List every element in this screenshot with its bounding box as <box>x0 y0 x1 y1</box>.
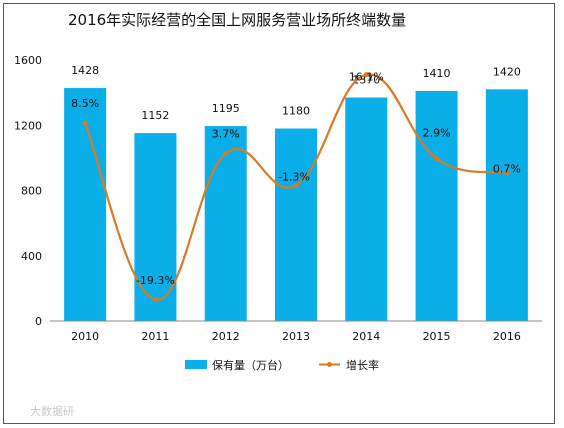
growth-rate-label: 8.5% <box>71 97 99 110</box>
growth-point-2014 <box>363 72 369 78</box>
growth-rate-label: 3.7% <box>212 128 240 141</box>
growth-rate-label: 0.7% <box>493 163 521 176</box>
bar-2013 <box>275 128 317 321</box>
growth-rate-label: -19.3% <box>136 274 175 287</box>
bar-value-label: 1195 <box>212 102 240 115</box>
y-tick-label: 800 <box>21 185 42 198</box>
bar-2015 <box>415 90 458 322</box>
x-axis: 2010 2011 2012 2013 2014 2015 2016 <box>50 320 542 343</box>
growth-point-2016 <box>504 170 510 176</box>
legend-label-bar: 保有量（万台） <box>212 358 289 372</box>
growth-point-2011 <box>152 297 158 303</box>
bar-2011 <box>134 133 177 321</box>
y-tick-label: 400 <box>21 250 42 263</box>
bar-value-label: 1180 <box>282 105 310 118</box>
legend: 保有量（万台） 增长率 <box>185 358 379 372</box>
x-tick-label: 2012 <box>212 330 240 343</box>
growth-line-series: 8.5% -19.3% 3.7% -1.3% 16.1% 2.9% 0.7% <box>71 71 521 303</box>
y-axis: 0 400 800 1200 1600 <box>14 54 42 328</box>
x-tick-label: 2010 <box>71 330 99 343</box>
growth-rate-label: 2.9% <box>423 127 451 140</box>
watermark: 大数据研 <box>30 404 74 418</box>
bar-2012 <box>204 126 247 321</box>
bar-2014 <box>345 97 388 321</box>
bar-series <box>64 88 528 322</box>
growth-rate-label: 16.1% <box>349 71 384 84</box>
bar-value-label: 1410 <box>423 67 451 80</box>
growth-point-2010 <box>82 120 88 126</box>
y-tick-label: 1200 <box>14 119 42 132</box>
legend-label-line: 增长率 <box>346 358 379 372</box>
bar-2016 <box>485 89 528 321</box>
bar-value-label: 1420 <box>493 65 521 78</box>
growth-rate-label: -1.3% <box>278 170 310 183</box>
x-tick-label: 2016 <box>493 330 521 343</box>
growth-point-2012 <box>223 151 229 157</box>
x-tick-label: 2015 <box>423 330 451 343</box>
legend-swatch-bar <box>185 360 207 369</box>
growth-point-2015 <box>434 156 440 162</box>
bar-2010 <box>64 88 107 322</box>
growth-line <box>84 73 508 301</box>
bar-value-label: 1428 <box>71 64 99 77</box>
bar-value-label: 1152 <box>141 109 169 122</box>
growth-point-2013 <box>293 182 299 188</box>
legend-swatch-marker <box>327 362 332 367</box>
y-tick-label: 0 <box>35 315 42 328</box>
chart-title: 2016年实际经营的全国上网服务营业场所终端数量 <box>68 11 406 29</box>
x-tick-label: 2013 <box>282 330 310 343</box>
x-tick-label: 2011 <box>141 330 169 343</box>
x-tick-label: 2014 <box>352 330 380 343</box>
y-tick-label: 1600 <box>14 54 42 67</box>
